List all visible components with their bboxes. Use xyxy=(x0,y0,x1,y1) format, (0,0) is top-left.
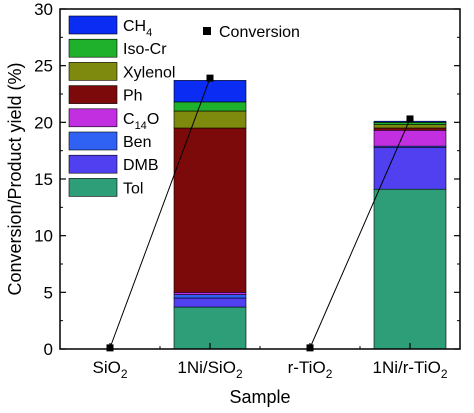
y-axis-title: Conversion/Product yield (%) xyxy=(5,62,25,295)
y-tick-label-20: 20 xyxy=(34,113,53,132)
bars-layer xyxy=(173,80,447,350)
bar-ph-3 xyxy=(373,127,447,131)
bar-xylenol-3 xyxy=(373,124,447,129)
bar-dmb-3 xyxy=(373,146,447,190)
legend-label-xylenol: Xylenol xyxy=(123,64,175,81)
x-tick-label-0: SiO2 xyxy=(92,358,127,381)
y-tick-label-30: 30 xyxy=(34,0,53,19)
axes-layer: 0 5 10 15 20 25 30 SiO2 1Ni/SiO2 r-TiO2 1Ni/r-TiO2 xyxy=(34,0,461,381)
legend-label-c14o: C14O xyxy=(123,111,159,132)
x-tick-label-1: 1Ni/SiO2 xyxy=(177,358,243,381)
y-tick-label-0: 0 xyxy=(44,340,53,359)
y-tick-label-15: 15 xyxy=(34,170,53,189)
legend-swatch-dmb xyxy=(68,154,118,174)
legend-swatch-ch4 xyxy=(68,15,118,35)
legend-swatch-ph xyxy=(68,85,118,104)
y-tick-label-25: 25 xyxy=(34,57,53,76)
legend-label-ch4: CH4 xyxy=(123,18,152,39)
legend-swatch-ben xyxy=(68,131,118,151)
y-tick-label-5: 5 xyxy=(44,283,53,302)
bar-c14o-3 xyxy=(373,129,447,147)
bar-ben-1 xyxy=(173,294,247,299)
y-tick-label-10: 10 xyxy=(34,227,53,246)
x-axis-title: Sample xyxy=(229,387,290,407)
legend-label-ph: Ph xyxy=(123,88,143,105)
legend-swatch-iso-cr xyxy=(68,38,118,58)
legend-marker-conversion xyxy=(203,27,211,35)
bar-iso-cr-3 xyxy=(373,122,447,125)
legend-label-conversion: Conversion xyxy=(219,24,300,41)
bar-ch4-1 xyxy=(173,80,247,103)
conversion-lines-layer xyxy=(109,77,411,349)
conversion-point-3 xyxy=(406,115,414,123)
legend-swatch-xylenol xyxy=(68,62,118,81)
legend-label-tol: Tol xyxy=(123,180,143,197)
legend-swatch-tol xyxy=(68,178,118,197)
bar-iso-cr-1 xyxy=(173,101,247,112)
x-tick-label-3: 1Ni/r-TiO2 xyxy=(373,358,448,381)
bar-tol-3 xyxy=(373,188,447,350)
legend-label-ben: Ben xyxy=(123,134,151,151)
legend: CH4 Iso-Cr Xylenol Ph C14O Ben DMB Tol Conversio… xyxy=(68,15,300,197)
legend-label-iso-cr: Iso-Cr xyxy=(123,41,167,58)
x-tick-label-2: r-TiO2 xyxy=(288,358,333,381)
bar-xylenol-1 xyxy=(173,110,247,129)
bar-ph-1 xyxy=(173,127,247,293)
conversion-line-0 xyxy=(109,77,211,349)
legend-swatch-c14o xyxy=(68,108,118,128)
legend-label-dmb: DMB xyxy=(123,157,159,174)
conversion-line-1 xyxy=(309,118,411,349)
bar-dmb-1 xyxy=(173,297,247,308)
bar-c14o-1 xyxy=(173,292,247,295)
bar-tol-1 xyxy=(173,306,247,350)
conversion-point-1 xyxy=(206,74,214,82)
